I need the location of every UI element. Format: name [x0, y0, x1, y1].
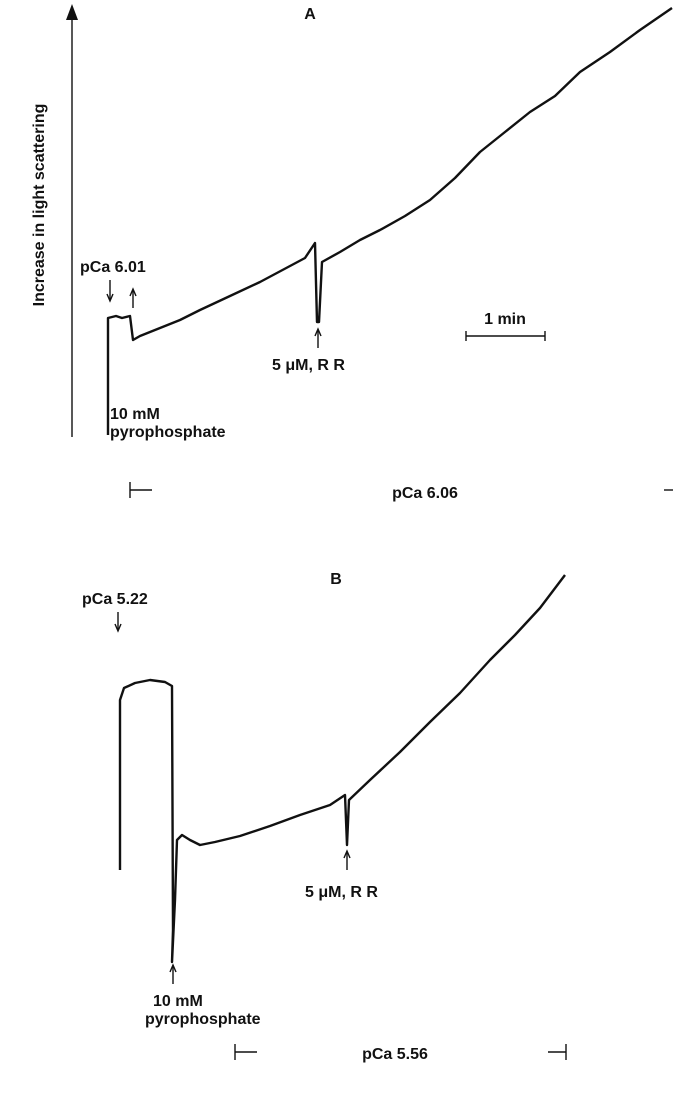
agent-label: pyrophosphate — [145, 1011, 261, 1028]
panel-label: A — [304, 6, 316, 23]
bracket — [548, 1044, 567, 1060]
inhibitor-label: 5 μM, R R — [305, 884, 378, 901]
arrow-head — [114, 623, 122, 633]
arrow-head — [343, 849, 351, 859]
agent-label: 10 mM — [110, 406, 160, 423]
trace-b — [118, 574, 566, 964]
y-axis-label: Increase in light scattering — [31, 104, 48, 307]
arrow-head — [169, 963, 177, 973]
arrow-head — [129, 287, 137, 297]
scale-label: 1 min — [484, 311, 526, 328]
y-axis-head — [66, 4, 78, 20]
bracket — [129, 482, 152, 498]
final-label: pCa 5.56 — [362, 1046, 428, 1063]
arrow-head — [106, 293, 114, 303]
bracket — [234, 1044, 257, 1060]
trace-a — [106, 7, 673, 435]
agent-label: 10 mM — [153, 993, 203, 1010]
inhibitor-label: 5 μM, R R — [272, 357, 345, 374]
arrow-head — [314, 327, 322, 337]
start-label: pCa 5.22 — [82, 591, 148, 608]
final-label: pCa 6.06 — [392, 485, 458, 502]
agent-label: pyrophosphate — [110, 424, 226, 441]
panel-label: B — [330, 571, 342, 588]
start-label: pCa 6.01 — [80, 259, 146, 276]
